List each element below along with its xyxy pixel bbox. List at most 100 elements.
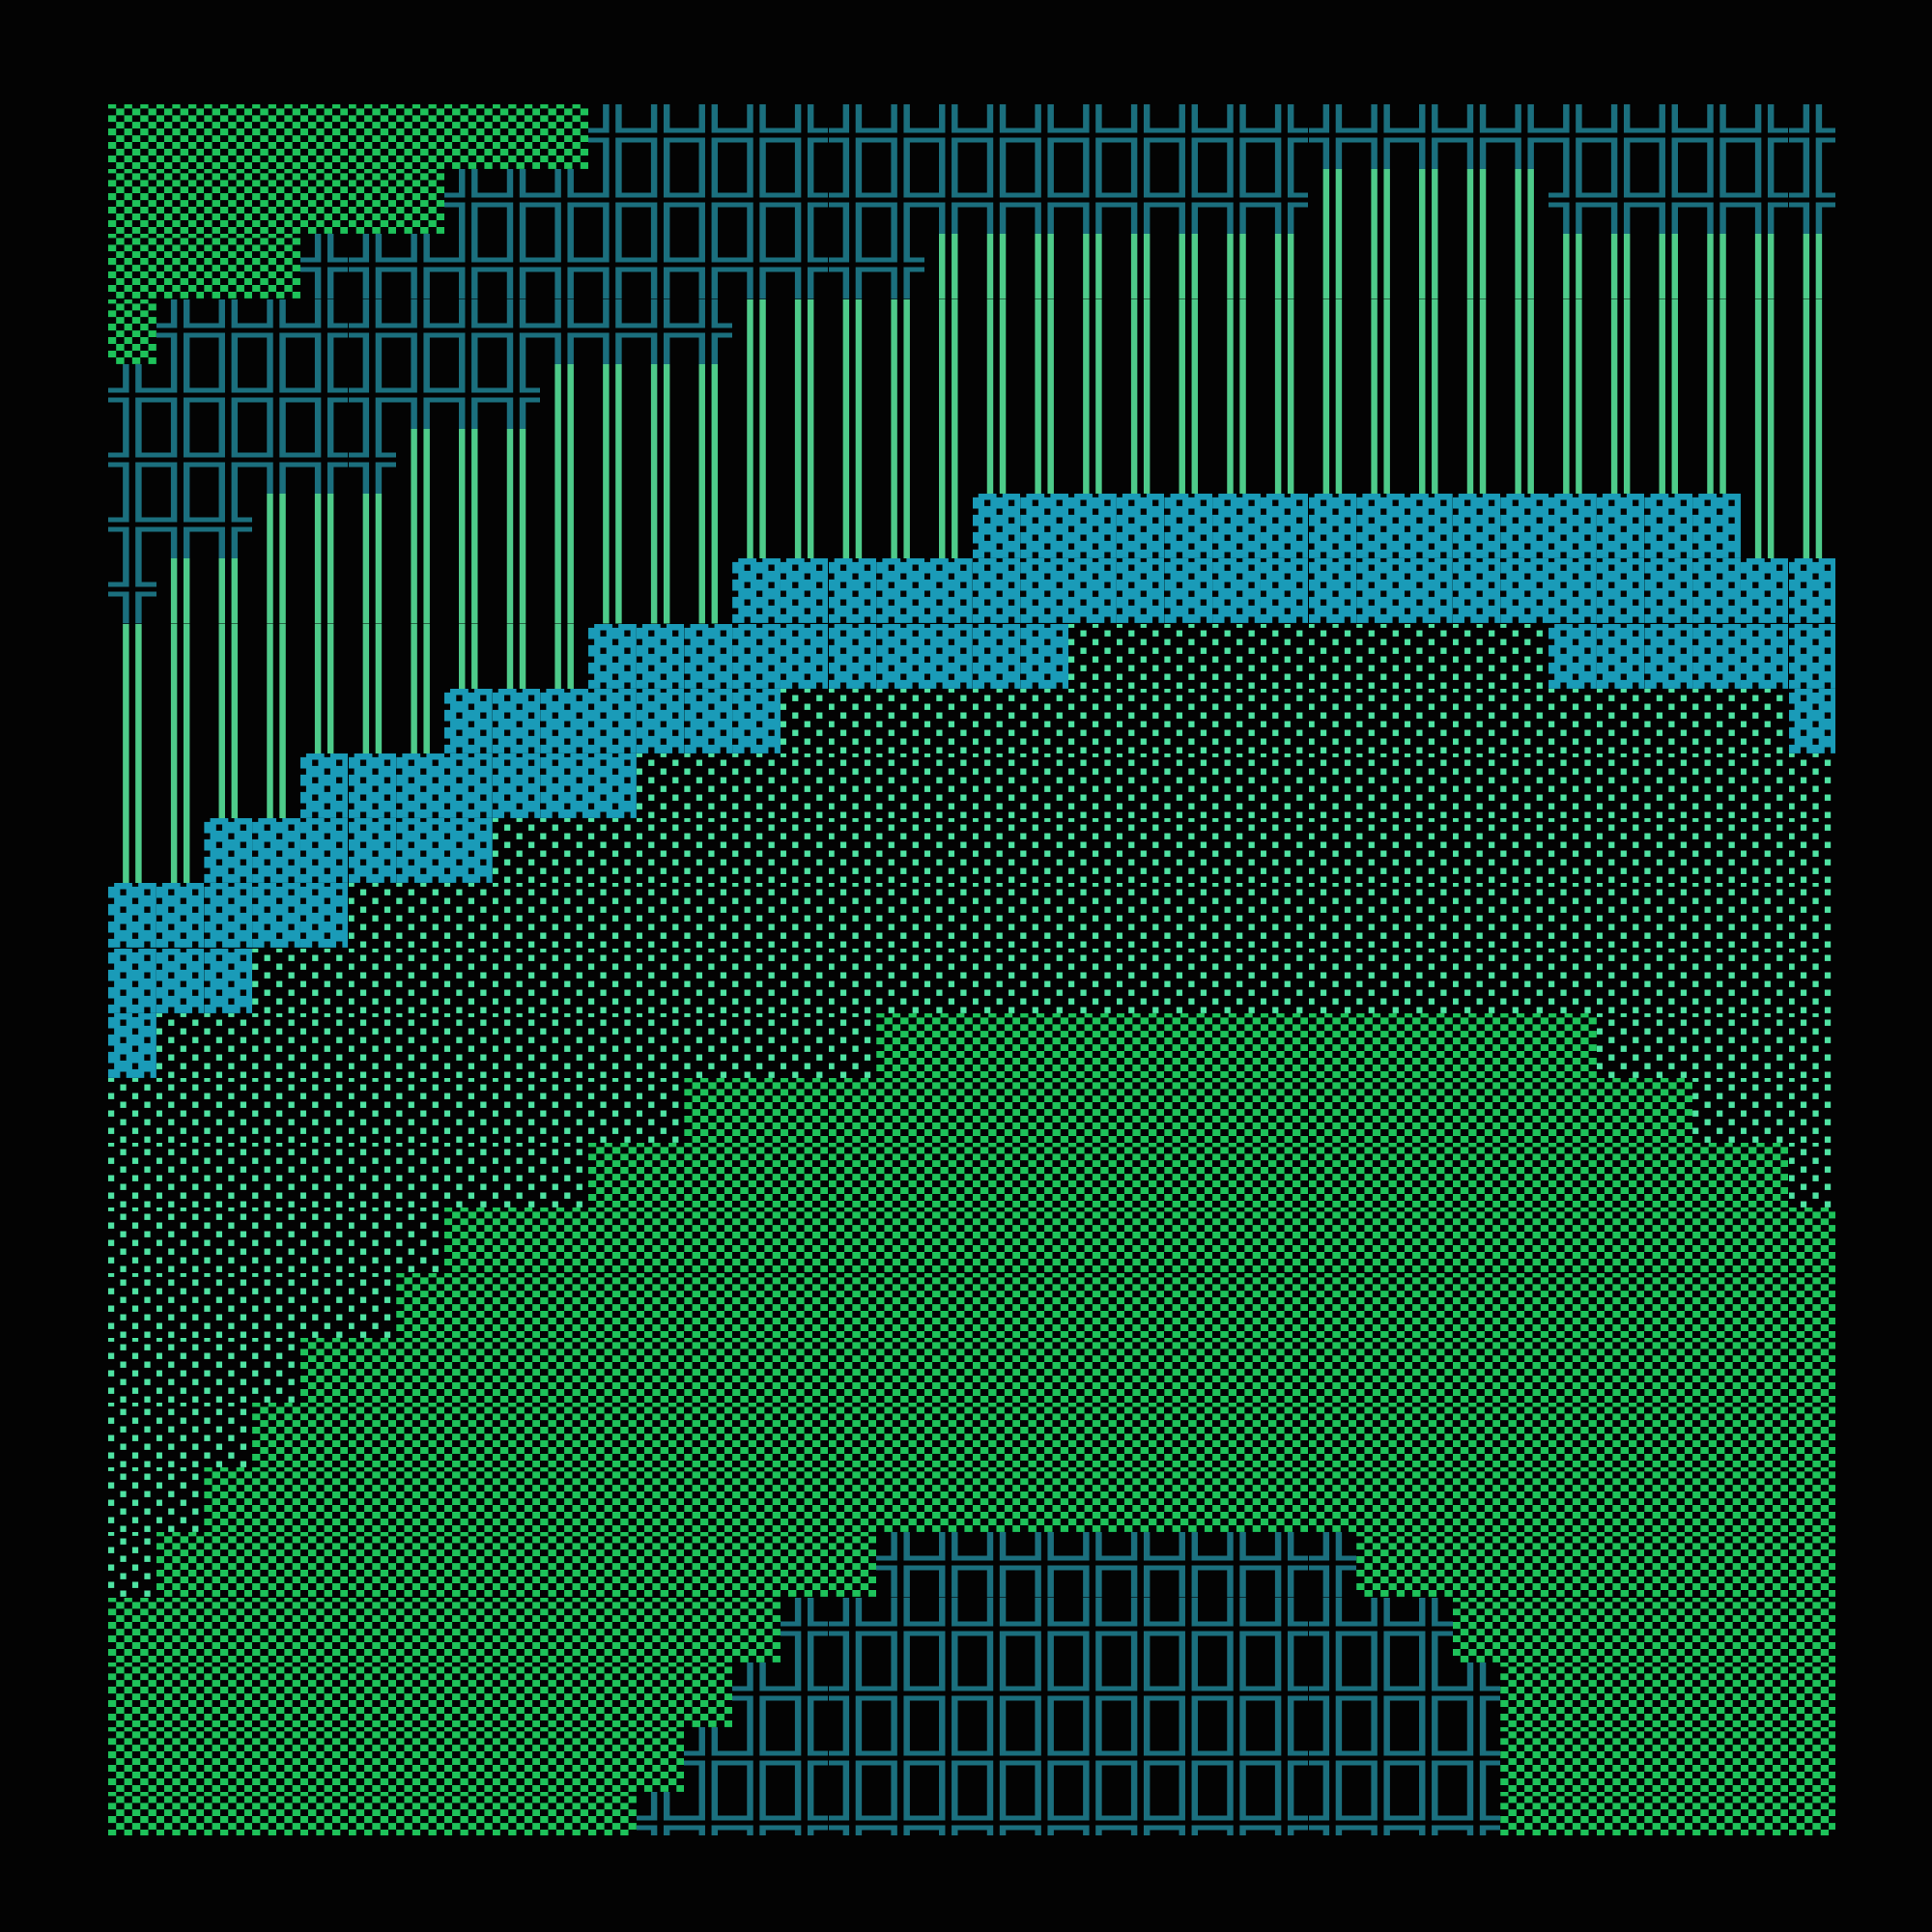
double-cross-cell: ╬ [1164,1532,1213,1598]
medium-shade-cell: ▒ [1500,1272,1548,1338]
double-cross-cell: ╬ [923,1532,973,1598]
medium-shade-cell: ▒ [299,1337,349,1403]
medium-shade-cell: ▒ [1212,1272,1261,1338]
double-vertical-cell: ║ [1788,429,1836,494]
double-vertical-cell: ║ [1596,234,1645,299]
light-shade-cell: ░ [1500,883,1548,949]
medium-shade-cell: ▒ [684,1532,733,1598]
double-cross-cell: ╬ [1164,1662,1213,1727]
medium-shade-cell: ▒ [299,1467,349,1532]
light-shade-cell: ░ [780,688,829,753]
double-vertical-cell: ║ [1164,298,1213,364]
light-shade-cell: ░ [396,1078,444,1143]
dark-shade-cell: ▓ [636,688,685,753]
medium-shade-cell: ▒ [1500,1143,1548,1208]
light-shade-cell: ░ [540,1012,588,1078]
double-vertical-cell: ║ [396,623,444,689]
medium-shade-cell: ▒ [923,1337,973,1403]
double-vertical-cell: ║ [1740,494,1789,558]
light-shade-cell: ░ [396,1143,444,1208]
medium-shade-cell: ▒ [828,1208,877,1273]
light-shade-cell: ░ [684,883,733,949]
double-vertical-cell: ║ [1404,429,1453,494]
medium-shade-cell: ▒ [204,1727,253,1792]
light-shade-cell: ░ [204,1337,253,1403]
light-shade-cell: ░ [1020,948,1068,1013]
medium-shade-cell: ▒ [1116,1078,1165,1143]
light-shade-cell: ░ [299,1078,349,1143]
medium-shade-cell: ▒ [828,1143,877,1208]
medium-shade-cell: ▒ [443,1662,493,1727]
medium-shade-cell: ▒ [396,1272,444,1338]
double-vertical-cell: ║ [1020,298,1068,364]
dark-shade-cell: ▓ [780,623,829,689]
double-cross-cell: ╬ [1116,1792,1165,1835]
double-vertical-cell: ║ [1596,363,1645,429]
double-cross-cell: ╬ [1164,1792,1213,1835]
light-shade-cell: ░ [1500,948,1548,1013]
medium-shade-cell: ▒ [780,1208,829,1273]
double-cross-cell: ╬ [972,169,1021,234]
medium-shade-cell: ▒ [1260,1012,1309,1078]
medium-shade-cell: ▒ [1452,1597,1501,1662]
light-shade-cell: ░ [1788,1012,1836,1078]
light-shade-cell: ░ [636,948,685,1013]
double-vertical-cell: ║ [443,429,493,494]
light-shade-cell: ░ [156,1272,205,1338]
medium-shade-cell: ▒ [876,1012,924,1078]
double-cross-cell: ╬ [780,1597,829,1662]
double-vertical-cell: ║ [732,429,781,494]
double-vertical-cell: ║ [1644,234,1693,299]
light-shade-cell: ░ [923,753,973,818]
double-cross-cell: ╬ [1068,169,1117,234]
medium-shade-cell: ▒ [1068,1403,1117,1467]
light-shade-cell: ░ [1452,753,1501,818]
double-cross-cell: ╬ [1068,104,1117,169]
medium-shade-cell: ▒ [156,1662,205,1727]
medium-shade-cell: ▒ [492,1532,541,1598]
light-shade-cell: ░ [252,1012,300,1078]
dark-shade-cell: ▓ [1788,623,1836,689]
light-shade-cell: ░ [1068,623,1117,689]
double-cross-cell: ╬ [876,1792,924,1835]
dark-shade-cell: ▓ [828,558,877,624]
medium-shade-cell: ▒ [684,1597,733,1662]
medium-shade-cell: ▒ [252,234,300,299]
double-vertical-cell: ║ [396,688,444,753]
medium-shade-cell: ▒ [780,1337,829,1403]
double-vertical-cell: ║ [1692,234,1741,299]
double-cross-cell: ╬ [780,169,829,234]
medium-shade-cell: ▒ [1116,1012,1165,1078]
double-vertical-cell: ║ [588,558,637,624]
double-cross-cell: ╬ [1212,1727,1261,1792]
medium-shade-cell: ▒ [588,1208,637,1273]
medium-shade-cell: ▒ [540,1532,588,1598]
double-cross-cell: ╬ [1020,1662,1068,1727]
medium-shade-cell: ▒ [1068,1143,1117,1208]
medium-shade-cell: ▒ [156,1597,205,1662]
light-shade-cell: ░ [780,883,829,949]
double-cross-cell: ╬ [1164,169,1213,234]
double-cross-cell: ╬ [923,104,973,169]
light-shade-cell: ░ [1260,623,1309,689]
double-cross-cell: ╬ [348,363,397,429]
medium-shade-cell: ▒ [876,1337,924,1403]
light-shade-cell: ░ [1740,753,1789,818]
light-shade-cell: ░ [972,753,1021,818]
medium-shade-cell: ▒ [540,1792,588,1835]
double-cross-cell: ╬ [780,1662,829,1727]
medium-shade-cell: ▒ [1740,1792,1789,1835]
medium-shade-cell: ▒ [1692,1727,1741,1792]
medium-shade-cell: ▒ [1452,1012,1501,1078]
light-shade-cell: ░ [1068,818,1117,883]
light-shade-cell: ░ [1068,688,1117,753]
dark-shade-cell: ▓ [204,883,253,949]
double-vertical-cell: ║ [732,494,781,558]
medium-shade-cell: ▒ [1020,1143,1068,1208]
dark-shade-cell: ▓ [1308,558,1357,624]
medium-shade-cell: ▒ [1356,1272,1405,1338]
light-shade-cell: ░ [1116,818,1165,883]
double-cross-cell: ╬ [348,298,397,364]
dark-shade-cell: ▓ [588,688,637,753]
medium-shade-cell: ▒ [443,1208,493,1273]
